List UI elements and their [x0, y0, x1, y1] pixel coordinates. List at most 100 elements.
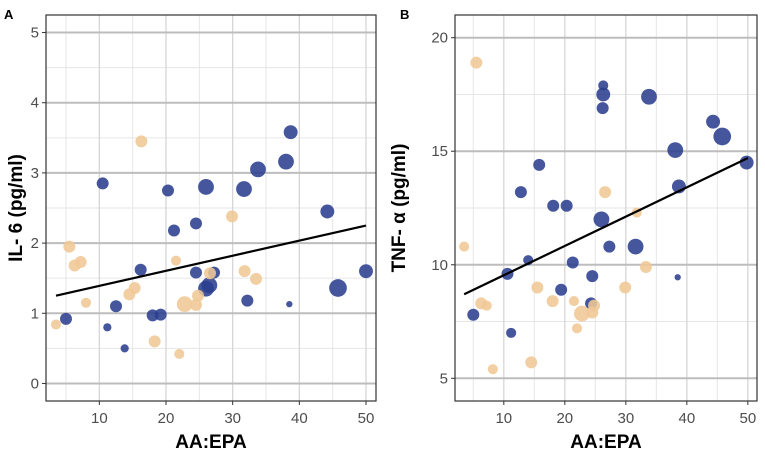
data-point-blue — [555, 283, 568, 296]
data-point-tan — [238, 265, 251, 278]
data-point-blue — [286, 300, 293, 308]
data-point-tan — [588, 299, 601, 312]
data-point-tan — [481, 300, 492, 311]
data-point-blue — [168, 224, 180, 237]
data-point-blue — [283, 125, 298, 140]
data-point-blue — [593, 211, 610, 228]
data-point-blue — [120, 344, 129, 353]
data-point-blue — [190, 217, 202, 230]
data-point-tan — [525, 356, 538, 369]
data-point-blue — [467, 308, 480, 321]
data-point-tan — [135, 135, 148, 148]
x-tick-label: 30 — [617, 410, 634, 427]
data-point-blue — [506, 327, 517, 338]
y-tick-label: 5 — [440, 370, 448, 387]
data-point-blue — [596, 87, 611, 102]
data-point-blue — [241, 294, 254, 307]
data-point-tan — [190, 298, 202, 311]
y-tick-label: 3 — [31, 165, 39, 182]
x-tick-label: 50 — [358, 410, 375, 427]
panel-a: 10 20 30 40 50 0 1 2 3 4 5 AA:EPA IL- 6 (pg/ml) A — [4, 7, 377, 453]
data-point-tan — [50, 319, 62, 330]
panel-border — [45, 14, 377, 402]
data-point-blue — [329, 279, 347, 297]
y-tick-label: 20 — [431, 30, 448, 47]
x-axis-title: AA:EPA — [175, 432, 247, 453]
trend-line — [463, 157, 749, 296]
data-point-blue — [201, 277, 218, 294]
data-point-tan — [148, 335, 161, 348]
data-point-tan — [174, 348, 185, 360]
data-point-blue — [250, 161, 266, 178]
x-tick-label: 20 — [556, 410, 573, 427]
data-point-tan — [571, 323, 583, 334]
y-axis-title: IL- 6 (pg/ml) — [6, 154, 27, 262]
panel-letter: B — [400, 7, 409, 22]
trend-line — [55, 224, 367, 297]
panel-letter: A — [4, 7, 14, 22]
data-point-blue — [514, 186, 527, 199]
x-tick-label: 30 — [224, 410, 241, 427]
y-tick-label: 1 — [31, 305, 39, 322]
data-point-blue — [278, 153, 294, 170]
x-axis-title: AA:EPA — [570, 432, 642, 453]
x-tick-label: 10 — [91, 410, 108, 427]
data-point-blue — [236, 181, 252, 197]
data-point-tan — [250, 272, 262, 285]
data-point-blue — [596, 102, 609, 115]
data-point-blue — [566, 256, 579, 269]
x-tick-label: 20 — [158, 410, 175, 427]
data-point-tan — [80, 297, 92, 308]
data-point-tan — [170, 255, 182, 266]
data-point-blue — [198, 179, 214, 195]
x-tick-label: 40 — [678, 410, 695, 427]
data-point-tan — [568, 296, 580, 307]
data-point-blue — [706, 114, 721, 129]
data-point-blue — [713, 127, 732, 146]
y-axis-title: TNF- α (pg/ml) — [389, 144, 410, 273]
data-point-blue — [96, 177, 109, 190]
data-point-tan — [176, 296, 193, 313]
panel-b: 10 20 30 40 50 5 10 15 20 AA:EPA TNF- α (pg/ml) B — [389, 7, 758, 453]
data-point-blue — [533, 158, 546, 171]
data-point-blue — [154, 308, 167, 321]
data-point-blue — [110, 300, 122, 313]
data-point-blue — [627, 238, 644, 255]
y-tick-label: 0 — [31, 375, 39, 392]
data-point-blue — [560, 199, 573, 212]
data-point-tan — [487, 364, 498, 375]
data-point-blue — [547, 199, 560, 212]
data-point-blue — [667, 142, 684, 159]
y-tick-label: 4 — [31, 95, 39, 112]
data-point-tan — [639, 261, 652, 274]
data-point-tan — [204, 267, 216, 280]
data-point-tan — [226, 210, 238, 223]
data-point-blue — [320, 204, 335, 219]
data-point-blue — [359, 264, 373, 279]
data-point-tan — [531, 281, 544, 294]
data-point-tan — [574, 305, 590, 322]
y-tick-label: 10 — [431, 257, 448, 274]
y-tick-label: 2 — [31, 235, 39, 252]
x-tick-label: 10 — [495, 410, 512, 427]
data-point-blue — [586, 270, 599, 283]
data-point-blue — [603, 240, 616, 253]
data-point-blue — [60, 312, 72, 325]
data-point-tan — [546, 295, 559, 308]
data-point-blue — [103, 323, 112, 332]
data-point-tan — [74, 256, 87, 269]
data-point-tan — [619, 281, 632, 294]
data-point-blue — [134, 263, 147, 276]
x-tick-label: 40 — [291, 410, 308, 427]
data-point-blue — [674, 274, 681, 281]
panel-border — [454, 14, 758, 402]
data-point-tan — [63, 240, 76, 253]
data-point-blue — [641, 88, 657, 105]
data-point-blue — [598, 80, 609, 91]
data-point-tan — [192, 289, 204, 302]
data-point-tan — [459, 241, 470, 252]
data-point-tan — [128, 282, 141, 295]
y-tick-label: 5 — [31, 25, 39, 42]
